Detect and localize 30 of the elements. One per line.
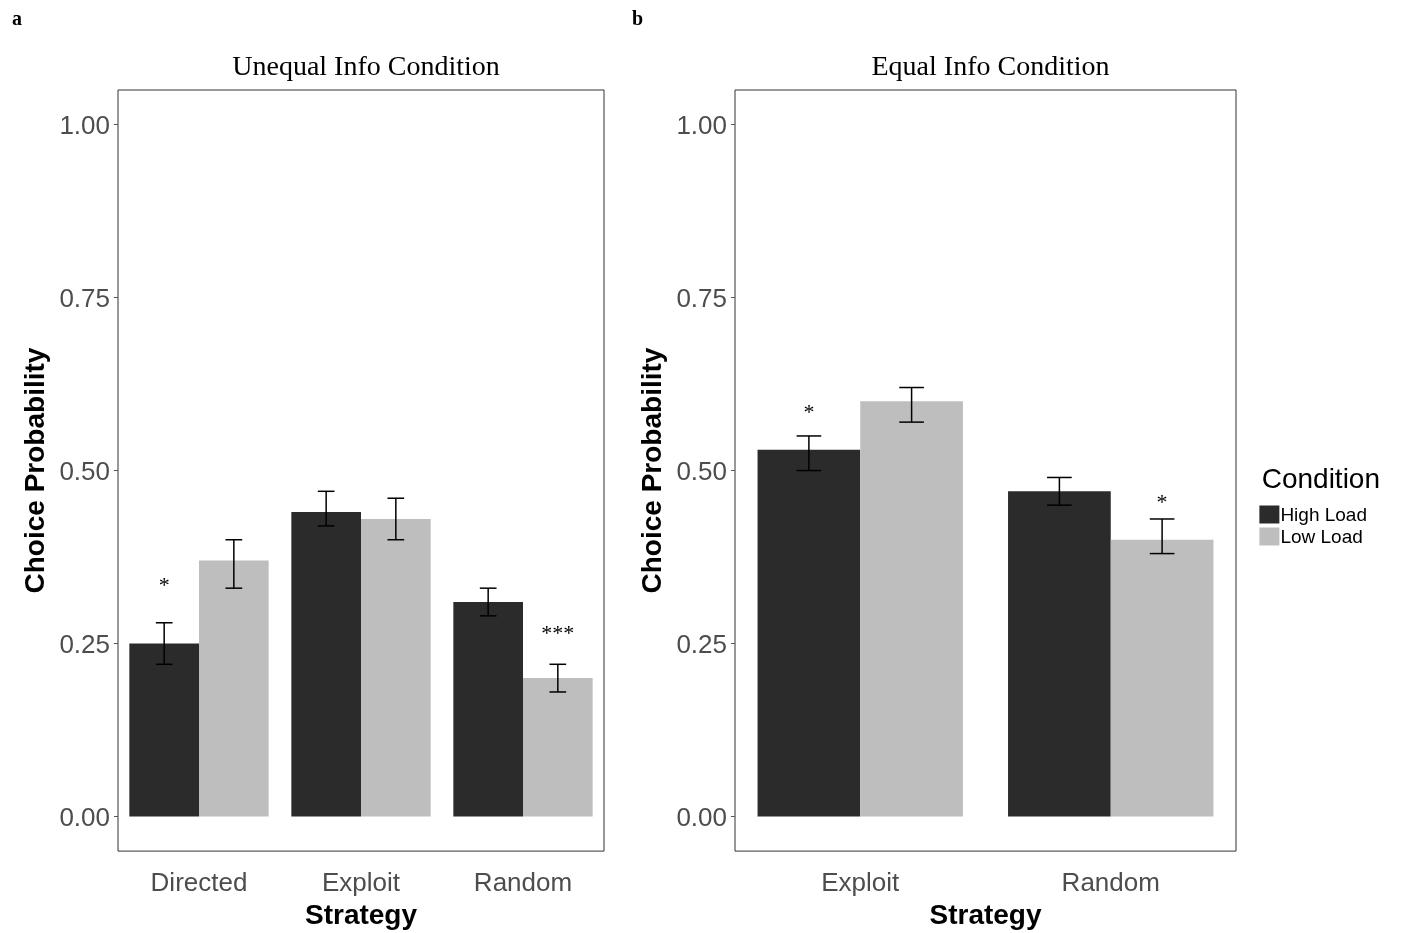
x-tick-label: Random: [473, 867, 573, 898]
x-tick-label: Directed: [150, 867, 248, 898]
y-axis-title: Choice Probability: [18, 347, 50, 594]
text: a: [12, 7, 22, 29]
y-tick-label: 1.00: [59, 109, 110, 140]
y-tick-label: 0.25: [676, 628, 727, 659]
y-tick-label: 0.75: [676, 282, 727, 313]
x-axis-title: Strategy: [304, 898, 418, 930]
x-tick-label: Exploit: [321, 867, 401, 898]
y-tick-label: 0.75: [59, 282, 110, 313]
x-tick-label: Random: [1061, 867, 1160, 898]
y-tick-label: 0.50: [676, 455, 727, 486]
annotation: *: [158, 571, 170, 597]
annotation: *: [1156, 488, 1168, 514]
annotation: *: [803, 398, 815, 424]
y-axis-title: Choice Probability: [635, 347, 667, 594]
y-tick-label: 0.00: [59, 801, 110, 832]
annotation: ***: [541, 620, 575, 646]
chart-title: Equal Info Condition: [871, 49, 1110, 81]
y-tick-label: 1.00: [676, 109, 727, 140]
y-tick-label: 0.00: [676, 801, 727, 832]
text: b: [632, 7, 644, 29]
legend-label: High Load: [1280, 504, 1367, 525]
legend-title: Condition: [1261, 462, 1381, 494]
x-axis-title: Strategy: [929, 898, 1042, 930]
chart-title: Unequal Info Condition: [232, 49, 500, 81]
x-tick-label: Exploit: [821, 867, 901, 898]
y-tick-label: 0.25: [59, 628, 110, 659]
y-tick-label: 0.50: [59, 455, 110, 486]
legend-label: Low Load: [1280, 526, 1363, 547]
